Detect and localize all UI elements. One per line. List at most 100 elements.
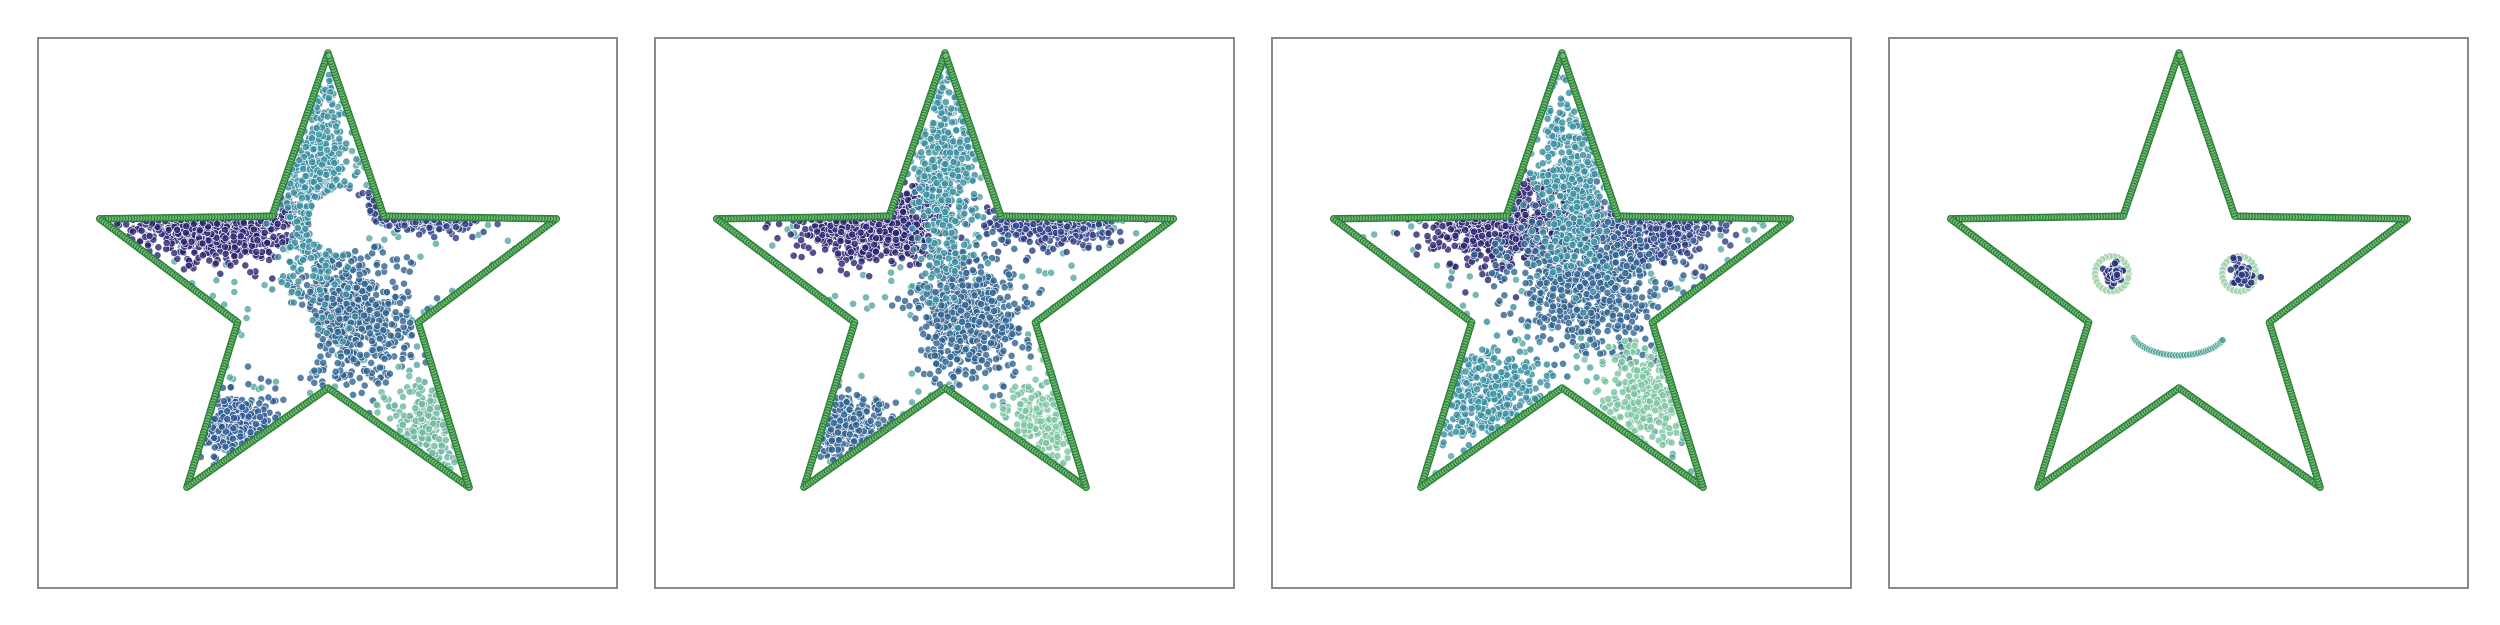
data-point — [264, 377, 273, 386]
data-point — [386, 331, 395, 340]
data-point — [366, 206, 375, 215]
data-point — [405, 372, 414, 381]
data-point — [246, 428, 255, 437]
data-point — [313, 183, 322, 192]
data-point — [144, 241, 152, 250]
data-point — [242, 314, 251, 322]
data-point — [324, 339, 333, 348]
data-point — [373, 322, 382, 330]
data-point — [1011, 339, 1019, 347]
data-point — [365, 234, 374, 243]
data-point — [943, 312, 952, 321]
data-point — [1069, 273, 1078, 282]
data-point — [426, 396, 435, 405]
data-point — [861, 243, 870, 252]
data-point — [216, 269, 225, 278]
data-point — [857, 257, 866, 266]
data-point — [308, 134, 316, 143]
data-point — [452, 223, 460, 231]
data-point — [836, 237, 845, 245]
data-point — [922, 322, 931, 331]
data-point — [355, 270, 364, 279]
data-point — [321, 250, 330, 259]
data-point — [309, 178, 318, 186]
data-point — [431, 239, 440, 248]
data-point — [303, 281, 311, 290]
data-point — [893, 294, 902, 303]
outline-point — [325, 51, 333, 60]
data-point — [353, 168, 362, 177]
data-point — [968, 266, 977, 275]
data-point — [882, 247, 891, 255]
data-point — [1029, 220, 1038, 228]
data-point — [1004, 310, 1012, 319]
data-point — [392, 411, 401, 420]
data-point — [898, 254, 906, 262]
data-point — [875, 227, 884, 235]
data-point — [226, 383, 235, 392]
data-point — [387, 320, 396, 329]
data-point — [1018, 272, 1027, 281]
data-point — [390, 401, 399, 410]
data-point — [792, 241, 801, 250]
data-point — [905, 302, 914, 310]
data-point — [906, 288, 915, 297]
data-point — [797, 253, 806, 261]
data-point — [307, 254, 315, 262]
data-point — [891, 229, 900, 237]
data-point — [220, 242, 229, 251]
data-point — [837, 259, 846, 268]
data-point — [503, 236, 512, 245]
data-point — [335, 149, 343, 158]
data-point — [355, 374, 364, 382]
data-point — [230, 288, 239, 296]
data-point — [334, 164, 343, 173]
data-point — [999, 346, 1008, 355]
data-point — [379, 326, 388, 335]
data-point — [345, 305, 354, 313]
data-point — [372, 260, 381, 269]
data-point — [286, 257, 294, 266]
data-point — [1034, 266, 1043, 275]
data-point — [244, 412, 253, 421]
data-point — [887, 276, 896, 285]
data-point — [1023, 298, 1031, 307]
data-point — [321, 261, 330, 270]
data-point — [862, 222, 871, 231]
data-point — [230, 252, 239, 260]
data-point — [977, 268, 985, 277]
data-point — [1025, 237, 1034, 246]
data-point — [842, 270, 851, 278]
data-point — [402, 253, 411, 262]
data-point — [773, 234, 782, 243]
data-point — [1011, 221, 1020, 230]
data-point — [342, 139, 351, 148]
data-point — [300, 183, 309, 192]
data-point — [1012, 230, 1021, 239]
data-point — [370, 243, 379, 252]
data-point — [399, 402, 407, 411]
data-point — [868, 301, 876, 310]
data-point — [381, 308, 390, 317]
data-point — [402, 307, 411, 316]
data-point — [862, 293, 870, 302]
data-point — [391, 308, 400, 317]
data-point — [1026, 352, 1035, 361]
scatter-plot — [712, 49, 1178, 492]
data-point — [1000, 283, 1009, 292]
data-point — [344, 283, 352, 292]
data-point — [1010, 244, 1019, 253]
data-point — [1047, 268, 1055, 277]
data-point — [210, 443, 219, 452]
data-point — [371, 300, 380, 309]
data-point — [912, 213, 921, 222]
data-point — [426, 405, 434, 414]
data-point — [380, 235, 389, 244]
data-point — [392, 262, 401, 271]
data-point — [429, 419, 438, 428]
data-point — [850, 239, 859, 248]
data-point — [260, 228, 269, 237]
data-point — [996, 294, 1004, 303]
data-point — [180, 237, 188, 246]
data-point — [975, 275, 983, 284]
